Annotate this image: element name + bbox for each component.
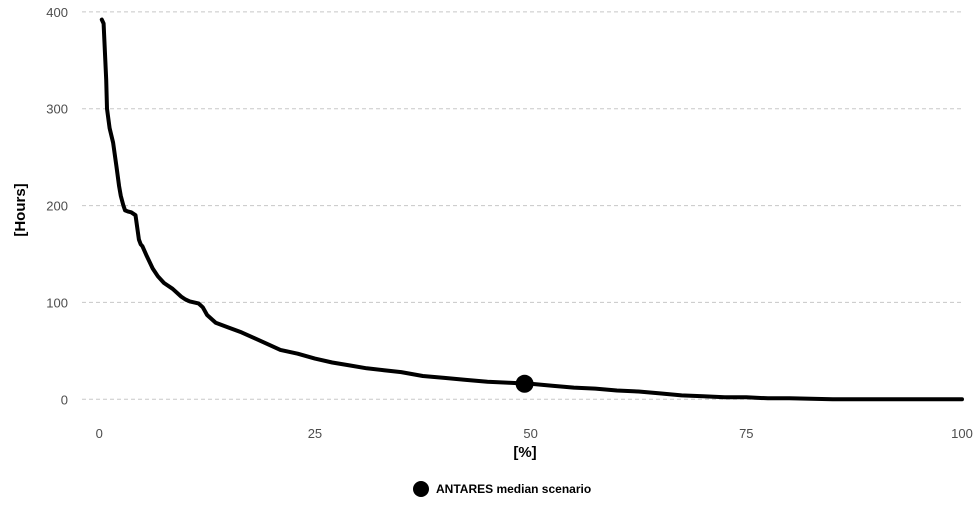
x-axis-title: [%] xyxy=(513,444,536,461)
y-tick-label: 0 xyxy=(61,392,68,407)
y-tick-label: 100 xyxy=(46,295,68,310)
median-scenario-point xyxy=(515,374,534,393)
x-tick-label: 25 xyxy=(308,426,322,441)
legend-label: ANTARES median scenario xyxy=(436,482,591,496)
legend: ANTARES median scenario xyxy=(413,481,591,497)
x-tick-label: 100 xyxy=(951,426,973,441)
series-line xyxy=(99,17,964,402)
y-axis-title: [Hours] xyxy=(12,183,29,236)
x-tick-label: 50 xyxy=(523,426,537,441)
x-tick-label: 0 xyxy=(96,426,103,441)
y-tick-label: 400 xyxy=(46,5,68,20)
gridlines xyxy=(82,11,962,400)
x-tick-labels: 0 25 50 75 100 xyxy=(96,426,973,441)
x-tick-label: 75 xyxy=(739,426,753,441)
series-layer xyxy=(99,17,964,402)
y-tick-label: 200 xyxy=(46,199,68,214)
y-tick-label: 300 xyxy=(46,102,68,117)
y-tick-labels: 0 100 200 300 400 xyxy=(46,5,68,407)
legend-marker xyxy=(413,481,429,497)
